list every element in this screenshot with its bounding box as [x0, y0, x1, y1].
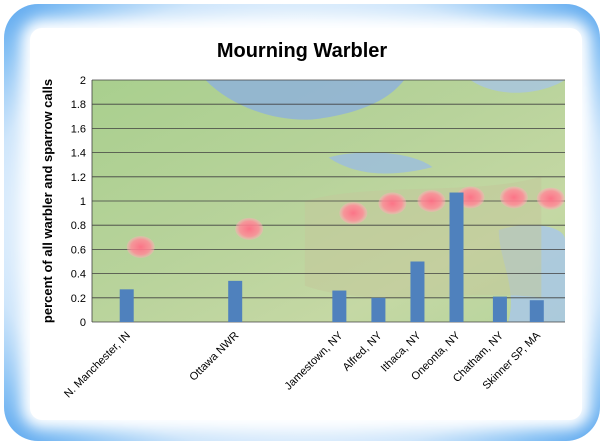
y-tick-label: 1.4 — [71, 148, 86, 160]
y-tick-label: 0.8 — [71, 220, 86, 232]
bar — [529, 300, 544, 322]
x-tick-labels: N. Manchester, IN Ottawa NWR Jamestown, NY… — [62, 329, 543, 400]
y-tick-label: 1.2 — [71, 172, 86, 184]
y-tick-label: 0.6 — [71, 244, 86, 256]
x-tick-label: Jamestown, NY — [283, 329, 346, 392]
bar — [449, 192, 464, 322]
gridlines — [91, 79, 565, 323]
y-tick-labels: 0 0.2 0.4 0.6 0.8 1 1.2 1.4 1.6 1.8 2 — [71, 75, 86, 329]
y-tick-label: 2 — [80, 75, 86, 87]
y-tick-label: 0 — [80, 317, 86, 329]
bar — [410, 261, 425, 322]
y-axis-label: percent of all warbler and sparrow calls — [40, 79, 55, 323]
y-tick-label: 1.6 — [71, 123, 86, 135]
location-marker — [417, 190, 446, 212]
bar — [492, 296, 507, 322]
bar — [119, 289, 134, 322]
location-marker — [499, 186, 528, 209]
bar — [371, 297, 386, 322]
x-tick-label: N. Manchester, IN — [62, 330, 133, 401]
chart-title: Mourning Warbler — [217, 40, 388, 62]
y-tick-label: 0.2 — [71, 293, 86, 305]
location-marker — [339, 202, 368, 225]
water-region — [205, 80, 405, 120]
bars — [119, 192, 544, 322]
y-tick-label: 1 — [80, 196, 86, 208]
water-region — [470, 80, 565, 93]
y-tick-label: 0.4 — [71, 269, 86, 281]
location-marker — [378, 192, 407, 215]
y-tick-label: 1.8 — [71, 99, 86, 111]
location-marker — [235, 217, 264, 240]
x-tick-label: Alfred, NY — [341, 329, 385, 373]
location-marker — [126, 235, 155, 258]
bar — [228, 280, 243, 322]
location-marker — [536, 187, 565, 210]
water-region — [328, 152, 433, 174]
bar — [332, 290, 347, 322]
x-tick-label: Ottawa NWR — [187, 330, 241, 384]
